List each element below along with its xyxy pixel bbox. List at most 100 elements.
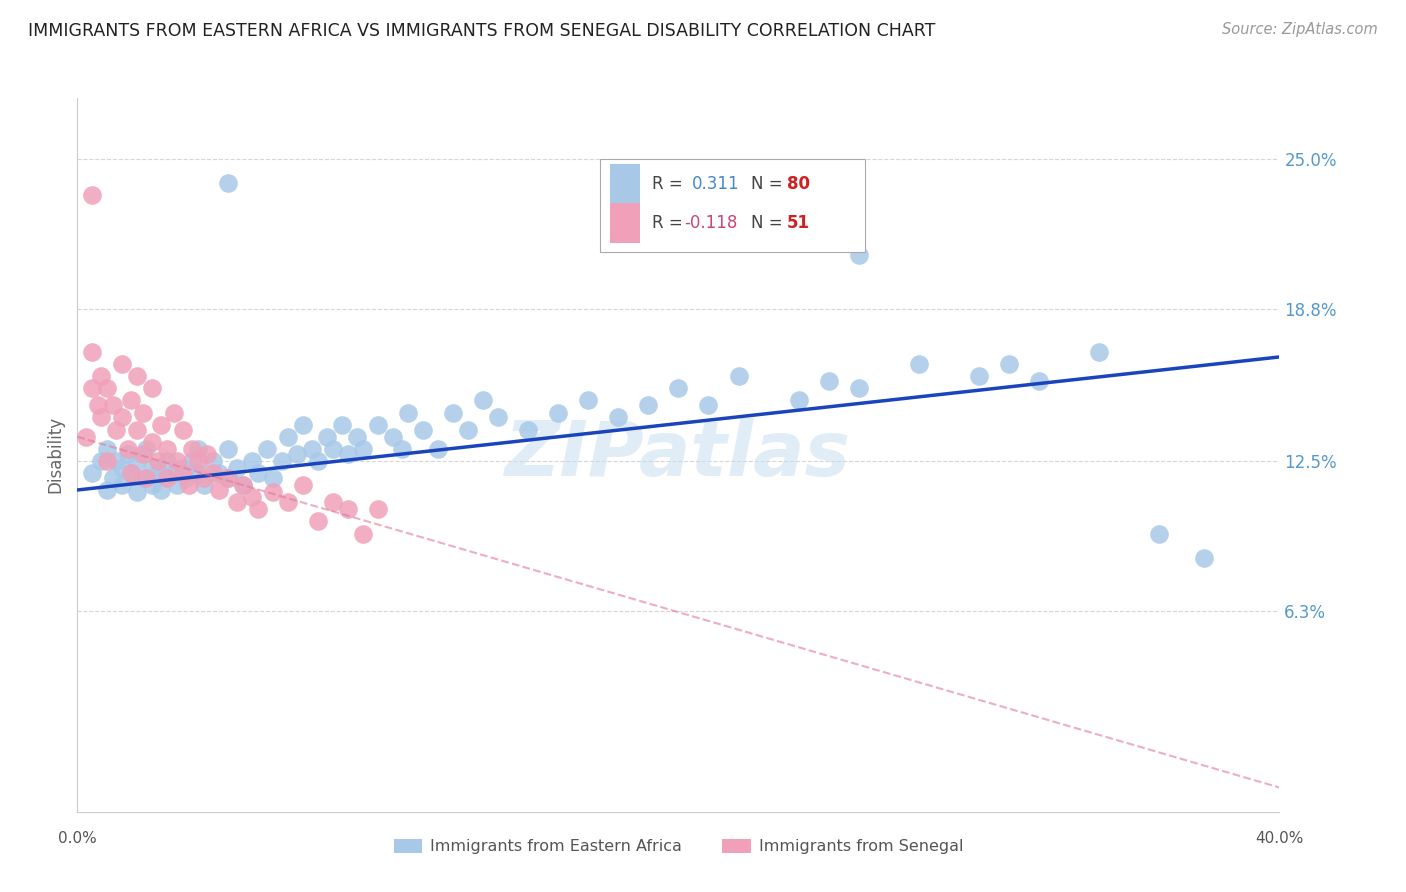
Point <box>148 466 170 480</box>
Point <box>180 442 202 456</box>
Text: R =: R = <box>652 214 688 232</box>
Point <box>96 442 118 456</box>
Point <box>576 393 599 408</box>
Text: -0.118: -0.118 <box>685 214 738 232</box>
Point <box>908 357 931 371</box>
Point <box>148 454 170 468</box>
Point <box>225 495 247 509</box>
Point <box>162 466 184 480</box>
Point <box>1149 526 1171 541</box>
Point <box>637 398 659 412</box>
Point <box>412 423 434 437</box>
FancyBboxPatch shape <box>600 159 865 252</box>
Point <box>367 417 389 432</box>
Point <box>172 461 194 475</box>
Point <box>315 430 337 444</box>
Text: ZIPatlas: ZIPatlas <box>505 418 852 491</box>
Point <box>172 466 194 480</box>
Point <box>141 461 163 475</box>
Point <box>156 454 179 468</box>
Point <box>668 381 690 395</box>
Point <box>135 471 157 485</box>
Point <box>180 454 202 468</box>
Point <box>111 410 134 425</box>
Point <box>82 466 104 480</box>
Text: R =: R = <box>652 175 688 193</box>
Y-axis label: Disability: Disability <box>46 417 65 493</box>
Point <box>111 357 134 371</box>
Point <box>381 430 404 444</box>
Text: 51: 51 <box>786 214 810 232</box>
Point <box>391 442 413 456</box>
Point <box>90 410 112 425</box>
Text: N =: N = <box>751 214 787 232</box>
Point <box>486 410 509 425</box>
Point <box>141 381 163 395</box>
Point <box>186 466 209 480</box>
Point <box>132 447 155 461</box>
Point <box>232 478 254 492</box>
Point <box>848 381 870 395</box>
Point <box>195 447 218 461</box>
Point <box>132 406 155 420</box>
Point <box>262 471 284 485</box>
Text: 0.0%: 0.0% <box>58 831 97 847</box>
Point <box>166 478 188 492</box>
Point <box>1194 550 1216 565</box>
Point <box>998 357 1021 371</box>
Point <box>472 393 495 408</box>
Point <box>262 485 284 500</box>
Point <box>174 471 197 485</box>
Point <box>256 442 278 456</box>
Point <box>346 430 368 444</box>
Point <box>336 447 359 461</box>
Point <box>186 454 209 468</box>
Point <box>150 483 173 497</box>
Point <box>1088 345 1111 359</box>
Point <box>156 442 179 456</box>
Point <box>277 430 299 444</box>
Text: IMMIGRANTS FROM EASTERN AFRICA VS IMMIGRANTS FROM SENEGAL DISABILITY CORRELATION: IMMIGRANTS FROM EASTERN AFRICA VS IMMIGR… <box>28 22 935 40</box>
Point <box>135 442 157 456</box>
Point <box>322 495 344 509</box>
Point <box>127 485 149 500</box>
Point <box>193 478 215 492</box>
Point <box>336 502 359 516</box>
Point <box>150 417 173 432</box>
Point <box>105 423 128 437</box>
Point <box>277 495 299 509</box>
Point <box>166 454 188 468</box>
Point <box>697 398 720 412</box>
Point <box>117 442 139 456</box>
Text: 40.0%: 40.0% <box>1256 831 1303 847</box>
Point <box>270 454 292 468</box>
Point <box>367 502 389 516</box>
Point <box>105 454 128 468</box>
Point <box>330 417 353 432</box>
Point <box>607 410 630 425</box>
Point <box>141 434 163 449</box>
Point <box>172 423 194 437</box>
Point <box>120 466 142 480</box>
Point <box>240 454 263 468</box>
Point <box>547 406 569 420</box>
Point <box>87 398 110 412</box>
Point <box>201 466 224 480</box>
Point <box>82 381 104 395</box>
Point <box>967 369 990 384</box>
Point <box>103 471 125 485</box>
Point <box>162 406 184 420</box>
Point <box>120 393 142 408</box>
Point <box>787 393 810 408</box>
Point <box>217 471 239 485</box>
Bar <box>610 164 640 203</box>
Point <box>156 471 179 485</box>
Point <box>127 423 149 437</box>
Point <box>427 442 450 456</box>
Point <box>193 471 215 485</box>
Point <box>240 490 263 504</box>
Point <box>352 526 374 541</box>
Point <box>90 454 112 468</box>
Point <box>96 483 118 497</box>
Text: 80: 80 <box>786 175 810 193</box>
